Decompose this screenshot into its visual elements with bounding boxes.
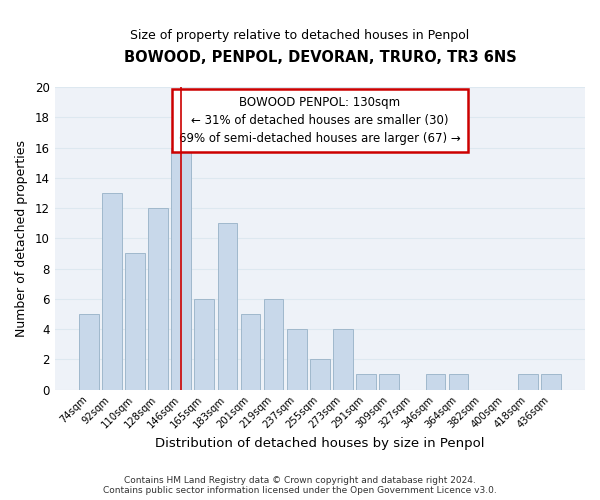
Bar	[541, 374, 561, 390]
Bar	[172, 148, 191, 390]
Text: BOWOOD PENPOL: 130sqm
← 31% of detached houses are smaller (30)
69% of semi-deta: BOWOOD PENPOL: 130sqm ← 31% of detached …	[179, 96, 461, 145]
Bar	[102, 193, 122, 390]
Bar	[333, 329, 353, 390]
Bar	[379, 374, 399, 390]
Bar	[425, 374, 445, 390]
Bar	[518, 374, 538, 390]
Bar	[264, 299, 283, 390]
Bar	[287, 329, 307, 390]
Bar	[194, 299, 214, 390]
Bar	[125, 254, 145, 390]
Text: Contains HM Land Registry data © Crown copyright and database right 2024.
Contai: Contains HM Land Registry data © Crown c…	[103, 476, 497, 495]
Bar	[148, 208, 168, 390]
Bar	[449, 374, 469, 390]
Title: BOWOOD, PENPOL, DEVORAN, TRURO, TR3 6NS: BOWOOD, PENPOL, DEVORAN, TRURO, TR3 6NS	[124, 50, 516, 65]
Text: Size of property relative to detached houses in Penpol: Size of property relative to detached ho…	[130, 30, 470, 43]
Y-axis label: Number of detached properties: Number of detached properties	[15, 140, 28, 337]
Bar	[218, 223, 237, 390]
Bar	[79, 314, 98, 390]
Bar	[356, 374, 376, 390]
Bar	[241, 314, 260, 390]
Bar	[310, 360, 330, 390]
X-axis label: Distribution of detached houses by size in Penpol: Distribution of detached houses by size …	[155, 437, 485, 450]
